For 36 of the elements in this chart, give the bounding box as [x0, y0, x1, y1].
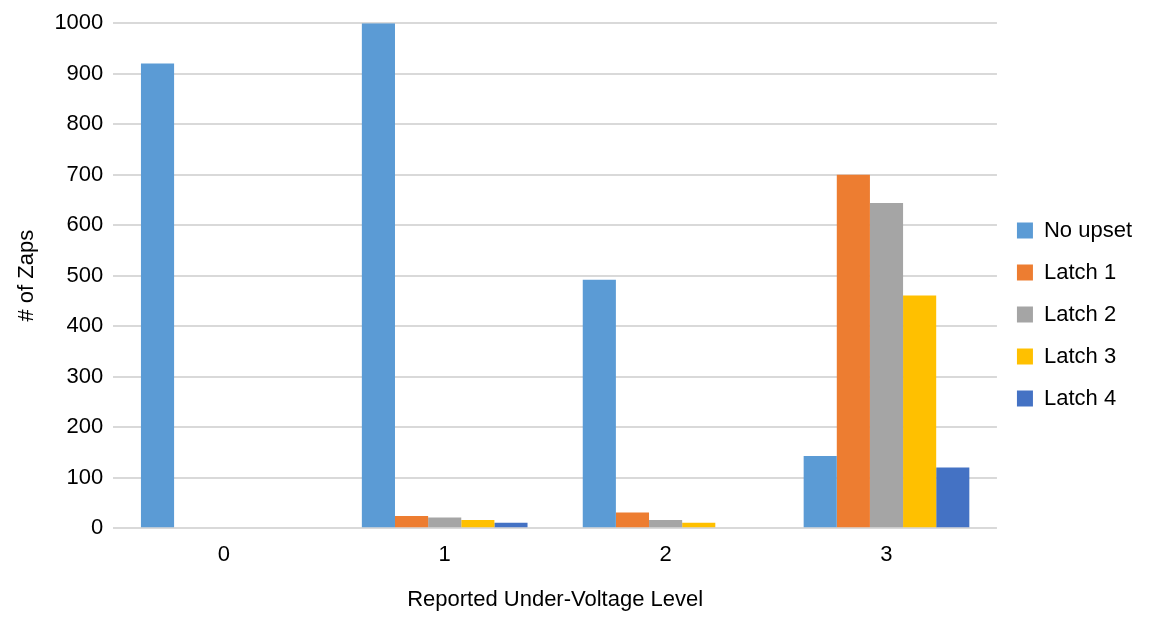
y-tick-label: 600 — [66, 211, 104, 237]
bar — [140, 63, 175, 528]
bar — [903, 295, 937, 528]
bar — [615, 512, 650, 528]
legend-label: Latch 4 — [1043, 384, 1117, 410]
y-tick-label: 700 — [66, 160, 104, 186]
y-tick-label: 100 — [66, 463, 104, 489]
legend-label: Latch 2 — [1043, 300, 1117, 326]
bar — [361, 23, 395, 528]
y-tick-label: 500 — [66, 261, 104, 287]
legend-label: No upset — [1043, 216, 1133, 242]
y-axis-title: # of Zaps — [13, 229, 39, 322]
bar — [803, 455, 837, 528]
bar — [461, 520, 495, 528]
x-tick-label: 2 — [659, 541, 672, 567]
bar — [869, 202, 904, 528]
y-tick-label: 300 — [66, 362, 104, 388]
y-tick-label: 200 — [66, 413, 104, 439]
legend-label: Latch 3 — [1043, 342, 1117, 368]
y-tick-label: 1000 — [54, 9, 104, 35]
bar — [936, 467, 970, 528]
legend-label: Latch 1 — [1043, 258, 1117, 284]
bar — [836, 174, 870, 528]
x-tick-label: 1 — [438, 541, 451, 567]
x-tick-label: 3 — [880, 541, 893, 567]
y-tick-label: 0 — [91, 514, 104, 540]
bar — [394, 516, 429, 528]
x-axis-title: Reported Under-Voltage Level — [407, 585, 704, 611]
y-tick-label: 400 — [66, 312, 104, 338]
bar — [649, 520, 683, 528]
bar — [582, 279, 616, 528]
bar — [428, 517, 462, 528]
bar — [494, 522, 528, 528]
x-tick-label: 0 — [217, 541, 230, 567]
y-tick-label: 900 — [66, 59, 104, 85]
y-tick-label: 800 — [66, 110, 104, 136]
